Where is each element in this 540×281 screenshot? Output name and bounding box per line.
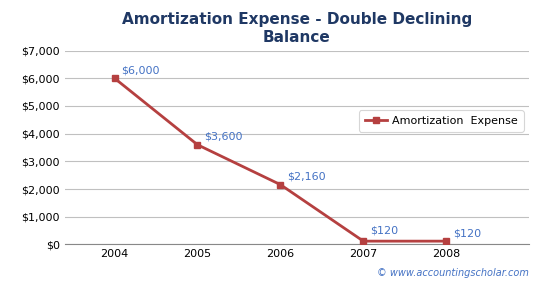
Amortization  Expense [360, 239, 367, 243]
Amortization  Expense [443, 239, 449, 243]
Legend: Amortization  Expense: Amortization Expense [359, 110, 524, 132]
Text: $120: $120 [453, 228, 481, 238]
Text: $2,160: $2,160 [287, 172, 326, 182]
Text: $6,000: $6,000 [121, 65, 160, 76]
Title: Amortization Expense - Double Declining
Balance: Amortization Expense - Double Declining … [122, 12, 472, 45]
Line: Amortization  Expense: Amortization Expense [111, 75, 450, 245]
Amortization  Expense [277, 183, 284, 186]
Text: $120: $120 [370, 225, 398, 235]
Amortization  Expense [111, 77, 118, 80]
Text: © www.accountingscholar.com: © www.accountingscholar.com [377, 268, 529, 278]
Amortization  Expense [194, 143, 201, 146]
Text: $3,600: $3,600 [204, 132, 242, 142]
